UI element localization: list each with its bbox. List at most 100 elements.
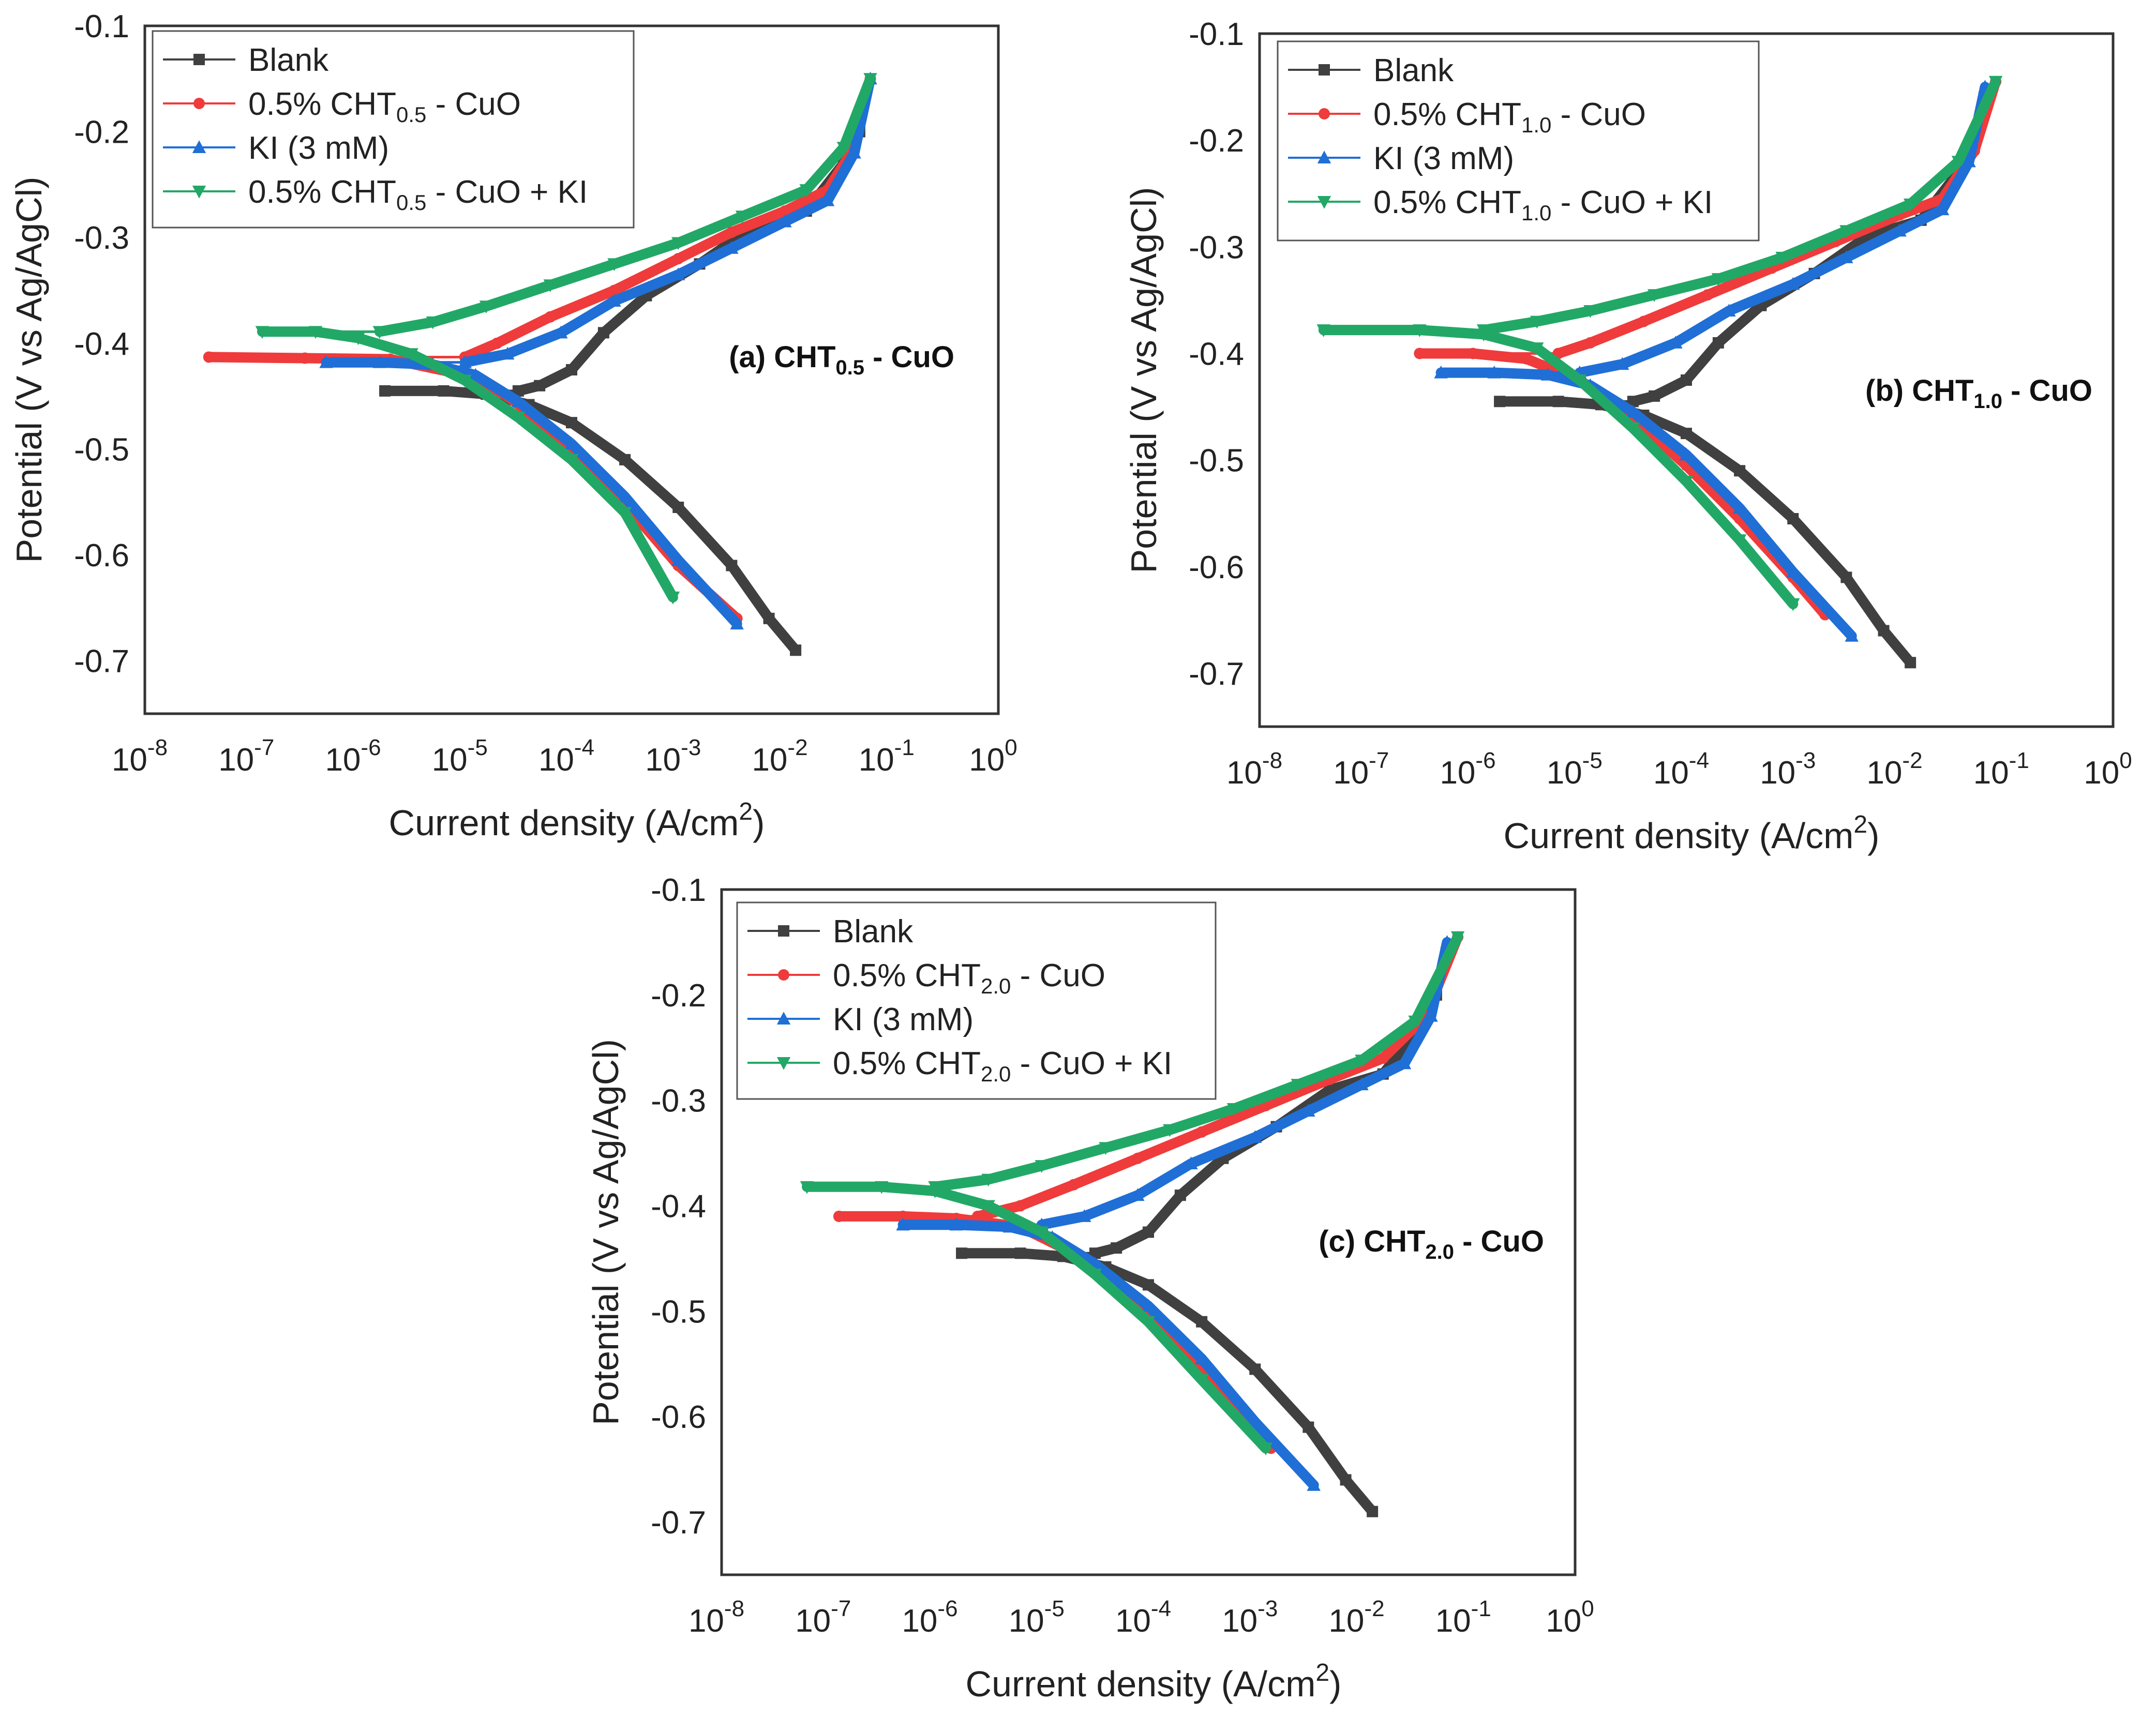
anodic-branch-line: [1036, 937, 1453, 1230]
data-point: [1893, 223, 1907, 237]
data-point: [1301, 1104, 1315, 1117]
x-tick-label: 10-7: [218, 735, 274, 778]
legend-entry: 0.5% CHT1.0 - CuO + KI: [1373, 185, 1713, 225]
data-point: [1035, 1226, 1049, 1240]
data-point: [1679, 447, 1694, 461]
y-tick-label: -0.3: [651, 1083, 706, 1119]
y-tick-label: -0.7: [74, 644, 129, 680]
legend-marker: [1319, 108, 1330, 119]
data-point: [1712, 337, 1724, 349]
x-axis-title: Current density (A/cm2): [966, 1659, 1342, 1704]
data-point: [1626, 405, 1640, 418]
legend-marker: [778, 969, 789, 981]
x-tick-label: 10-1: [1435, 1596, 1491, 1639]
y-axis-title: Potential (V vs Ag/AgCl): [586, 1039, 626, 1425]
x-tick-label: 10-7: [1333, 748, 1389, 791]
data-point: [1649, 390, 1660, 402]
data-point: [1196, 1316, 1208, 1328]
data-point: [1903, 198, 1918, 212]
panel-label: (a) CHT0.5 - CuO: [729, 340, 954, 379]
data-point: [1340, 1474, 1352, 1486]
data-point: [1324, 1084, 1336, 1096]
x-tick-label: 10-5: [1547, 748, 1603, 791]
data-point: [1732, 534, 1747, 547]
data-point: [726, 560, 738, 571]
data-point: [735, 210, 750, 224]
data-point: [564, 454, 579, 467]
data-point: [1194, 1351, 1209, 1365]
data-point: [1249, 1363, 1261, 1375]
anodic-branch-line: [972, 931, 1463, 1222]
data-point: [351, 332, 365, 345]
data-point: [511, 412, 526, 425]
data-point: [511, 394, 526, 408]
data-point: [1722, 304, 1736, 317]
legend-marker: [192, 140, 206, 153]
data-point: [597, 327, 609, 339]
data-point: [1839, 250, 1853, 263]
x-tick-label: 10-6: [1440, 748, 1495, 791]
data-point: [534, 380, 546, 391]
data-point: [1711, 273, 1726, 286]
y-tick-label: -0.5: [1189, 443, 1244, 479]
data-point: [1141, 1316, 1156, 1329]
data-point: [479, 300, 493, 313]
data-point: [554, 325, 568, 339]
data-point: [458, 374, 472, 388]
data-point: [1583, 305, 1597, 318]
data-point: [1669, 336, 1683, 349]
data-point: [1302, 1421, 1314, 1433]
data-point: [726, 226, 738, 238]
data-point: [1248, 1130, 1262, 1143]
x-tick-label: 10-8: [688, 1596, 744, 1639]
y-tick-label: -0.2: [651, 978, 706, 1014]
anodic-branch-line: [930, 931, 1463, 1192]
y-axis-title: Potential (V vs Ag/AgCl): [1124, 187, 1164, 574]
data-point: [618, 489, 632, 503]
legend-entry: Blank: [1373, 53, 1454, 88]
data-point: [790, 644, 802, 656]
legend-marker: [192, 186, 206, 199]
y-tick-label: -0.1: [651, 872, 706, 908]
legend-entry: 0.5% CHT2.0 - CuO + KI: [833, 1046, 1172, 1086]
legend-marker: [193, 54, 205, 65]
anodic-branch-line: [1478, 76, 2001, 336]
data-point: [1679, 475, 1694, 489]
x-tick-label: 10-3: [645, 735, 701, 778]
legend-entry: 0.5% CHT1.0 - CuO: [1373, 97, 1646, 137]
y-tick-label: -0.7: [1189, 656, 1244, 692]
panel-label: (b) CHT1.0 - CuO: [1865, 374, 2092, 413]
y-tick-label: -0.4: [74, 326, 129, 362]
data-point: [672, 502, 684, 513]
x-tick-label: 10-5: [432, 735, 488, 778]
y-tick-label: -0.2: [1189, 123, 1244, 159]
legend-marker: [193, 98, 205, 109]
legend-entry: 0.5% CHT0.5 - CuO + KI: [248, 174, 588, 215]
series-2: [1434, 80, 1992, 642]
data-point: [1988, 76, 2003, 89]
data-point: [1962, 154, 1976, 168]
legend: Blank 0.5% CHT2.0 - CuO KI (3 mM) 0.5% CHT2…: [736, 901, 1217, 1100]
data-point: [671, 267, 685, 280]
x-tick-label: 10-8: [1226, 748, 1282, 791]
data-point: [778, 214, 792, 228]
data-point: [1131, 1188, 1145, 1201]
x-tick-label: 100: [2084, 748, 2132, 791]
data-point: [671, 237, 685, 250]
x-tick-label: 10-3: [1760, 748, 1816, 791]
series-3: [255, 73, 877, 605]
data-point: [1077, 1209, 1091, 1222]
series-2: [896, 935, 1454, 1491]
y-tick-label: -0.3: [74, 220, 129, 256]
data-point: [672, 253, 684, 265]
x-tick-label: 10-4: [1115, 1596, 1171, 1639]
y-tick-label: -0.1: [74, 9, 129, 44]
data-point: [1111, 1242, 1122, 1254]
chart-panel-0: -0.1 -0.2 -0.3 -0.4 -0.5 -0.6 -0.7 10-8 10-7 10-6…: [9, 9, 1017, 843]
data-point: [566, 364, 577, 375]
data-point: [607, 294, 621, 307]
legend-marker: [1317, 150, 1331, 163]
data-point: [799, 184, 813, 197]
